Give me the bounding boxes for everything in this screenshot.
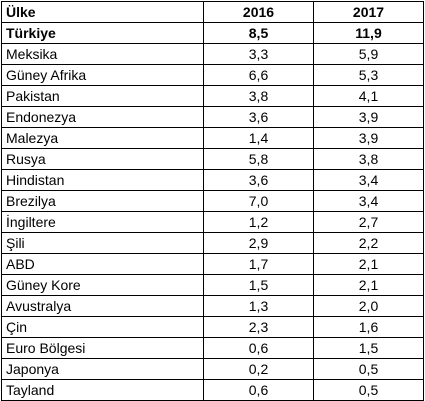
table-row: Japonya 0,2 0,5 (1, 358, 424, 380)
cell-2016: 3,6 (203, 169, 314, 191)
cell-2017: 2,2 (313, 232, 424, 254)
cell-2016: 1,2 (203, 211, 314, 233)
cell-country: Çin (1, 316, 204, 338)
cell-2017: 2,1 (313, 274, 424, 296)
table-row: Meksika 3,3 5,9 (1, 43, 424, 65)
cell-country: Japonya (1, 358, 204, 380)
cell-2017: 3,4 (313, 190, 424, 212)
cell-2017: 11,9 (313, 22, 424, 44)
header-2016: 2016 (203, 1, 314, 23)
cell-country: Rusya (1, 148, 204, 170)
table-row: Malezya 1,4 3,9 (1, 127, 424, 149)
cell-2016: 1,3 (203, 295, 314, 317)
cell-2017: 3,8 (313, 148, 424, 170)
cell-2016: 8,5 (203, 22, 314, 44)
table-row: Brezilya 7,0 3,4 (1, 190, 424, 212)
table-row: Türkiye 8,5 11,9 (1, 22, 424, 44)
cell-2016: 0,6 (203, 379, 314, 401)
cell-2016: 5,8 (203, 148, 314, 170)
table-row: Güney Kore 1,5 2,1 (1, 274, 424, 296)
cell-2017: 0,5 (313, 379, 424, 401)
cell-2016: 1,7 (203, 253, 314, 275)
table-row: Tayland 0,6 0,5 (1, 379, 424, 401)
table-body: Türkiye 8,5 11,9 Meksika 3,3 5,9 Güney Afrika 6… (1, 22, 424, 401)
cell-2016: 6,6 (203, 64, 314, 86)
cell-country: Hindistan (1, 169, 204, 191)
cell-country: Tayland (1, 379, 204, 401)
table-header-row: Ülke 2016 2017 (1, 1, 424, 23)
table-row: Şili 2,9 2,2 (1, 232, 424, 254)
cell-2017: 1,5 (313, 337, 424, 359)
cell-country: Brezilya (1, 190, 204, 212)
table-row: Endonezya 3,6 3,9 (1, 106, 424, 128)
cell-country: Güney Afrika (1, 64, 204, 86)
cell-2016: 0,6 (203, 337, 314, 359)
cell-country: Güney Kore (1, 274, 204, 296)
table-row: Rusya 5,8 3,8 (1, 148, 424, 170)
cell-2017: 2,0 (313, 295, 424, 317)
cell-2017: 1,6 (313, 316, 424, 338)
table-row: Güney Afrika 6,6 5,3 (1, 64, 424, 86)
cell-2016: 0,2 (203, 358, 314, 380)
cell-2016: 3,8 (203, 85, 314, 107)
cell-2016: 1,5 (203, 274, 314, 296)
cell-2017: 3,4 (313, 169, 424, 191)
cell-country: Şili (1, 232, 204, 254)
cell-country: Endonezya (1, 106, 204, 128)
cell-2017: 2,1 (313, 253, 424, 275)
cell-2016: 2,3 (203, 316, 314, 338)
cell-2017: 4,1 (313, 85, 424, 107)
table-row: Pakistan 3,8 4,1 (1, 85, 424, 107)
cell-2016: 7,0 (203, 190, 314, 212)
cell-country: Meksika (1, 43, 204, 65)
cell-2017: 5,3 (313, 64, 424, 86)
table-row: İngiltere 1,2 2,7 (1, 211, 424, 233)
table-row: Euro Bölgesi 0,6 1,5 (1, 337, 424, 359)
header-2017: 2017 (313, 1, 424, 23)
cell-2017: 3,9 (313, 127, 424, 149)
cell-2017: 2,7 (313, 211, 424, 233)
table-row: Hindistan 3,6 3,4 (1, 169, 424, 191)
cell-2016: 3,6 (203, 106, 314, 128)
cell-country: Avustralya (1, 295, 204, 317)
table-row: Çin 2,3 1,6 (1, 316, 424, 338)
table-row: Avustralya 1,3 2,0 (1, 295, 424, 317)
cell-2017: 5,9 (313, 43, 424, 65)
cell-2016: 3,3 (203, 43, 314, 65)
cell-country: Malezya (1, 127, 204, 149)
cell-2017: 3,9 (313, 106, 424, 128)
cell-2016: 2,9 (203, 232, 314, 254)
table-row: ABD 1,7 2,1 (1, 253, 424, 275)
cell-country: İngiltere (1, 211, 204, 233)
cell-country: ABD (1, 253, 204, 275)
cell-country: Türkiye (1, 22, 204, 44)
cell-2017: 0,5 (313, 358, 424, 380)
cell-2016: 1,4 (203, 127, 314, 149)
cell-country: Pakistan (1, 85, 204, 107)
cell-country: Euro Bölgesi (1, 337, 204, 359)
header-country: Ülke (1, 1, 204, 23)
